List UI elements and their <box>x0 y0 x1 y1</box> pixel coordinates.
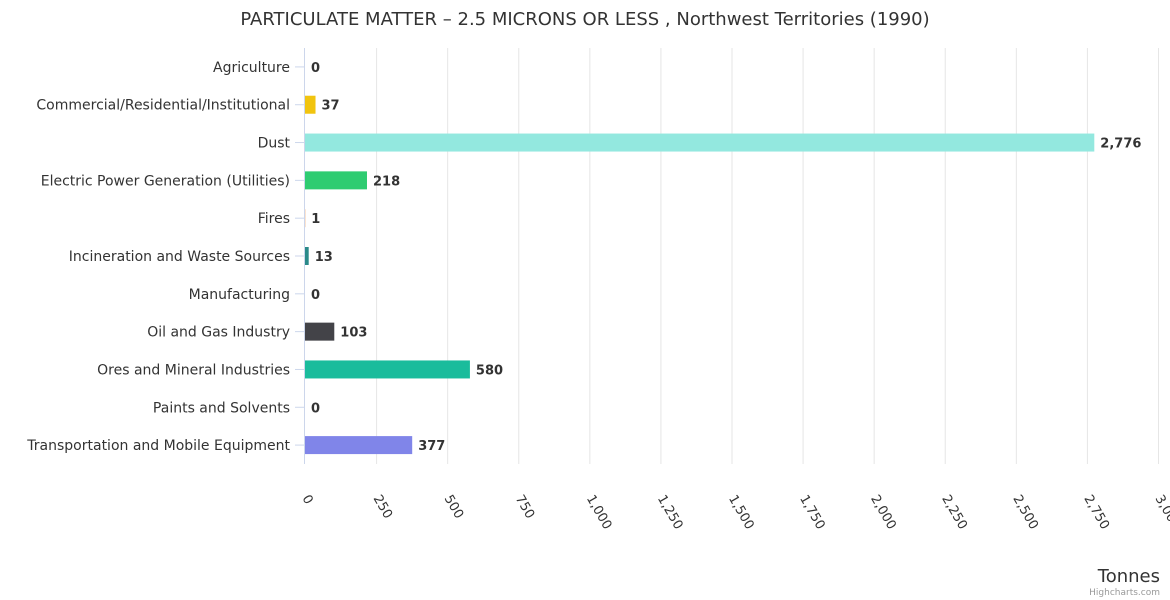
x-tick-label: 250 <box>370 493 395 522</box>
bar[interactable] <box>305 171 367 190</box>
x-tick-label: 3,000 <box>1152 493 1170 533</box>
bar[interactable] <box>305 247 309 265</box>
bar[interactable] <box>305 95 316 114</box>
category-label: Agriculture <box>213 60 290 76</box>
x-tick-label: 750 <box>512 493 537 522</box>
category-label: Manufacturing <box>189 287 290 303</box>
x-tick-label: 2,250 <box>938 493 970 533</box>
x-tick-label: 1,750 <box>796 493 828 533</box>
grid-lines <box>376 48 1159 464</box>
x-tick-label: 1,500 <box>725 493 757 533</box>
data-label: 37 <box>322 99 340 114</box>
x-tick-label: 1,250 <box>654 493 686 533</box>
data-label: 0 <box>311 401 320 416</box>
category-label: Paints and Solvents <box>153 400 290 416</box>
data-label: 2,776 <box>1100 137 1141 152</box>
x-tick-label: 2,500 <box>1009 493 1041 533</box>
data-label: 377 <box>418 439 445 454</box>
category-label: Electric Power Generation (Utilities) <box>41 173 290 189</box>
x-tick-label: 2,000 <box>867 493 899 533</box>
category-axis <box>295 48 305 464</box>
category-label: Oil and Gas Industry <box>147 325 290 341</box>
bar[interactable] <box>305 360 470 379</box>
data-label: 1 <box>311 212 320 227</box>
chart-title: PARTICULATE MATTER – 2.5 MICRONS OR LESS… <box>240 9 929 30</box>
category-labels: Agriculture Commercial/Residential/Instit… <box>26 60 290 454</box>
category-label: Commercial/Residential/Institutional <box>36 98 290 114</box>
bar-series <box>305 95 1095 455</box>
data-label: 0 <box>311 61 320 76</box>
x-tick-label: 500 <box>441 493 466 522</box>
data-label: 0 <box>311 288 320 303</box>
bar[interactable] <box>305 133 1095 152</box>
category-label: Fires <box>258 211 290 227</box>
x-tick-label: 2,750 <box>1080 493 1112 533</box>
data-label: 580 <box>476 363 503 378</box>
data-labels: 0 37 2,776 218 1 13 0 103 580 0 377 <box>311 61 1141 454</box>
bar[interactable] <box>305 322 335 341</box>
category-label: Ores and Mineral Industries <box>97 362 290 378</box>
data-label: 218 <box>373 174 400 189</box>
category-label: Transportation and Mobile Equipment <box>26 438 290 454</box>
x-tick-labels: 0 250 500 750 1,000 1,250 1,500 1,750 2,000 2,250… <box>299 493 1170 533</box>
credits-link[interactable]: Highcharts.com <box>1089 588 1160 598</box>
x-tick-label: 0 <box>299 493 316 508</box>
x-axis-title: Tonnes <box>1097 566 1160 587</box>
category-label: Incineration and Waste Sources <box>69 249 290 265</box>
bar[interactable] <box>305 436 413 455</box>
x-tick-label: 1,000 <box>583 493 615 533</box>
data-label: 103 <box>340 326 367 341</box>
data-label: 13 <box>315 250 333 265</box>
category-label: Dust <box>258 136 291 152</box>
